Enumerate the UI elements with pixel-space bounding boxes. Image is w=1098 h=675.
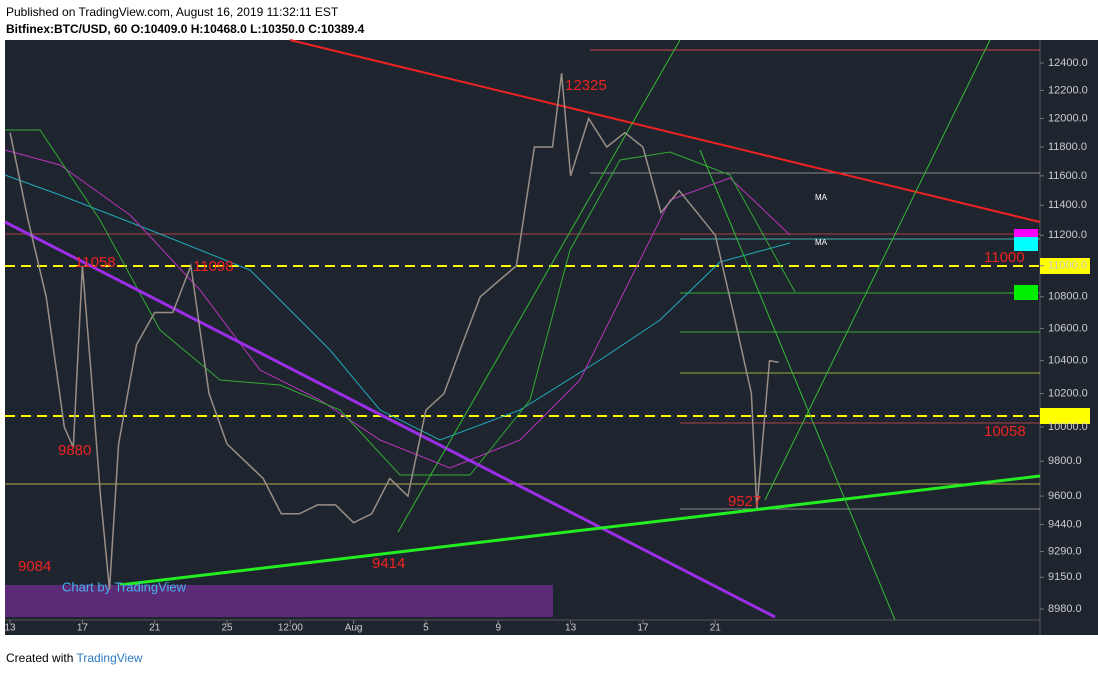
y-tick-label: 11200.0 (1048, 229, 1087, 241)
annotation: 10058 (984, 423, 1026, 440)
price-flag (1040, 258, 1090, 274)
annotation: 11058 (75, 254, 116, 271)
trend-line (4, 220, 776, 619)
annotation: MA (815, 193, 828, 202)
y-tick-label: 9800.0 (1048, 455, 1082, 467)
price-flag (1014, 285, 1038, 300)
y-tick-label: 10000.0 (1048, 421, 1088, 433)
published: Published on TradingView.com, August 16,… (6, 5, 339, 19)
y-tick-label: 9440.0 (1048, 518, 1082, 530)
y-tick-label: 9290.0 (1048, 546, 1082, 558)
watermark: Chart by TradingView (62, 579, 187, 594)
x-tick-label: 12:00 (278, 623, 303, 634)
x-tick-label: 5 (423, 623, 429, 634)
x-tick-label: 17 (77, 623, 89, 634)
y-tick-label: 12400.0 (1048, 57, 1088, 69)
footer: Created with TradingView (6, 651, 143, 665)
symbol-line: Bitfinex:BTC/USD, 60 O:10409.0 H:10468.0… (6, 22, 364, 36)
y-tick-label: 12200.0 (1048, 84, 1088, 96)
moving-average (5, 129, 796, 476)
y-tick-label: 11800.0 (1048, 141, 1087, 153)
ohlc: C:10389.4 (308, 22, 365, 36)
range-box (5, 585, 553, 617)
trend-line (764, 39, 991, 501)
y-tick-label: 9600.0 (1048, 490, 1082, 502)
x-tick-label: 13 (5, 623, 17, 634)
chart-bg (5, 40, 1098, 635)
price-flag (1014, 229, 1038, 237)
y-tick-label: 8980.0 (1048, 603, 1082, 615)
moving-average (4, 149, 791, 469)
annotation: 9880 (58, 442, 91, 459)
annotation: 9414 (372, 555, 405, 572)
annotation: 9084 (18, 558, 51, 575)
annotation: MA (815, 238, 828, 247)
price-flag (1014, 237, 1038, 251)
ohlc: L:10350.0 (250, 22, 305, 36)
x-tick-label: Aug (345, 623, 363, 634)
x-tick-label: 21 (149, 623, 161, 634)
y-tick-label: 10600.0 (1048, 322, 1088, 334)
y-tick-label: 10400.0 (1048, 355, 1088, 367)
ohlc: O:10409.0 (130, 22, 188, 36)
trend-line (119, 474, 1041, 587)
symbol: Bitfinex:BTC/USD, 60 (6, 22, 128, 36)
y-tick-label: 9150.0 (1048, 571, 1082, 583)
trend-line (699, 149, 896, 621)
annotation: 11000 (984, 249, 1025, 266)
y-tick-label: 10200.0 (1048, 387, 1088, 399)
x-tick-label: 25 (221, 623, 233, 634)
y-tick-label: 11600.0 (1048, 170, 1087, 182)
price-line (9, 73, 779, 590)
x-tick-label: 17 (637, 623, 649, 634)
annotation: 11098 (193, 258, 234, 275)
y-tick-label: 11000.0 (1048, 260, 1087, 272)
footer-text: Created with (6, 651, 74, 665)
ohlc: H:10468.0 (190, 22, 247, 36)
trend-line (289, 39, 1041, 223)
annotation: 12325 (565, 77, 607, 94)
trend-line (397, 39, 681, 533)
x-tick-label: 21 (710, 623, 722, 634)
moving-average (4, 174, 791, 441)
y-tick-label: 10800.0 (1048, 291, 1088, 303)
chart: Chart by TradingView 12400.0 12200.0 12000… (4, 39, 1098, 635)
footer-brand: TradingView (76, 651, 143, 665)
x-tick-label: 13 (565, 623, 577, 634)
y-tick-label: 12000.0 (1048, 112, 1088, 124)
price-flag (1040, 408, 1090, 424)
y-tick-label: 11400.0 (1048, 199, 1087, 211)
x-tick-label: 9 (495, 623, 501, 634)
annotation: 9527 (728, 493, 761, 510)
